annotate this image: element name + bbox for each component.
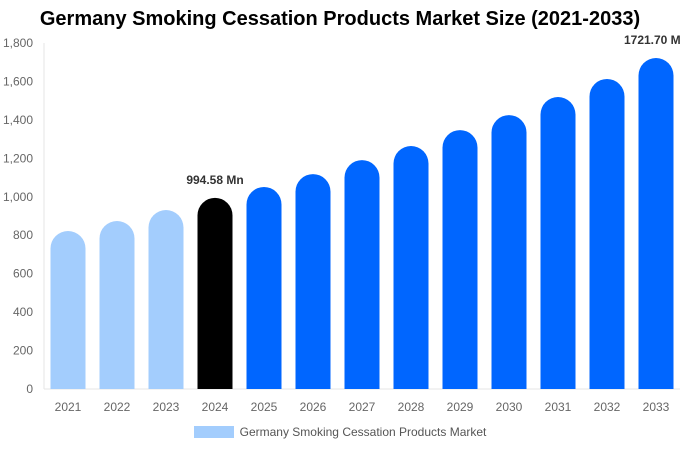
x-tick-label: 2025 (251, 400, 278, 414)
bar-2023 (148, 210, 184, 389)
x-tick-label: 2028 (398, 400, 425, 414)
x-tick-label: 2029 (447, 400, 474, 414)
x-tick-label: 2027 (349, 400, 376, 414)
y-tick-label: 600 (13, 267, 33, 281)
x-tick-label: 2032 (594, 400, 621, 414)
y-tick-label: 1,600 (3, 74, 33, 88)
bar-2028 (393, 146, 429, 389)
x-tick-label: 2030 (496, 400, 523, 414)
bar-2024 (197, 197, 233, 389)
y-tick-label: 1,800 (3, 36, 33, 50)
legend-swatch (193, 426, 234, 438)
x-tick-label: 2021 (55, 400, 82, 414)
bar-2030 (491, 115, 527, 390)
x-tick-label: 2033 (643, 400, 670, 414)
bar-2031 (540, 97, 576, 390)
y-tick-label: 800 (13, 228, 33, 242)
x-tick-label: 2026 (300, 400, 327, 414)
data-label: 994.58 Mn (186, 173, 243, 187)
legend-label: Germany Smoking Cessation Products Marke… (239, 425, 487, 439)
y-tick-label: 1,400 (3, 113, 33, 127)
bar-2026 (295, 174, 331, 389)
y-tick-label: 1,200 (3, 151, 33, 165)
bar-2025 (246, 186, 282, 389)
bar-2033 (638, 58, 674, 390)
legend: Germany Smoking Cessation Products Marke… (0, 425, 680, 439)
chart-title: Germany Smoking Cessation Products Marke… (39, 8, 641, 30)
bar-2029 (442, 130, 478, 389)
bar-2021 (50, 230, 86, 389)
x-tick-label: 2024 (202, 400, 229, 414)
x-tick-label: 2023 (153, 400, 180, 414)
bar-2032 (589, 78, 625, 389)
x-tick-label: 2031 (545, 400, 572, 414)
data-label: 1721.70 Mn (624, 33, 680, 47)
y-tick-label: 0 (26, 382, 33, 396)
bar-2022 (99, 220, 135, 389)
y-tick-label: 200 (13, 344, 33, 358)
y-tick-label: 1,000 (3, 190, 33, 204)
bar-2027 (344, 160, 380, 389)
x-tick-label: 2022 (104, 400, 131, 414)
y-tick-label: 400 (13, 305, 33, 319)
